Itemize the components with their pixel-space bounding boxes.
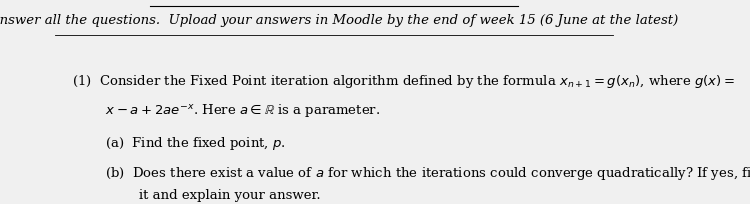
Text: (1)  Consider the Fixed Point iteration algorithm defined by the formula $x_{n+1: (1) Consider the Fixed Point iteration a… xyxy=(72,73,735,90)
Text: $x - a + 2ae^{-x}$. Here $a \in \mathbb{R}$ is a parameter.: $x - a + 2ae^{-x}$. Here $a \in \mathbb{… xyxy=(72,101,380,118)
Text: (a)  Find the fixed point, $p$.: (a) Find the fixed point, $p$. xyxy=(105,134,286,151)
Text: (b)  Does there exist a value of $a$ for which the iterations could converge qua: (b) Does there exist a value of $a$ for … xyxy=(105,164,750,181)
Text: Answer all the questions.  Upload your answers in Moodle by the end of week 15 (: Answer all the questions. Upload your an… xyxy=(0,14,678,27)
Text: it and explain your answer.: it and explain your answer. xyxy=(105,188,321,201)
